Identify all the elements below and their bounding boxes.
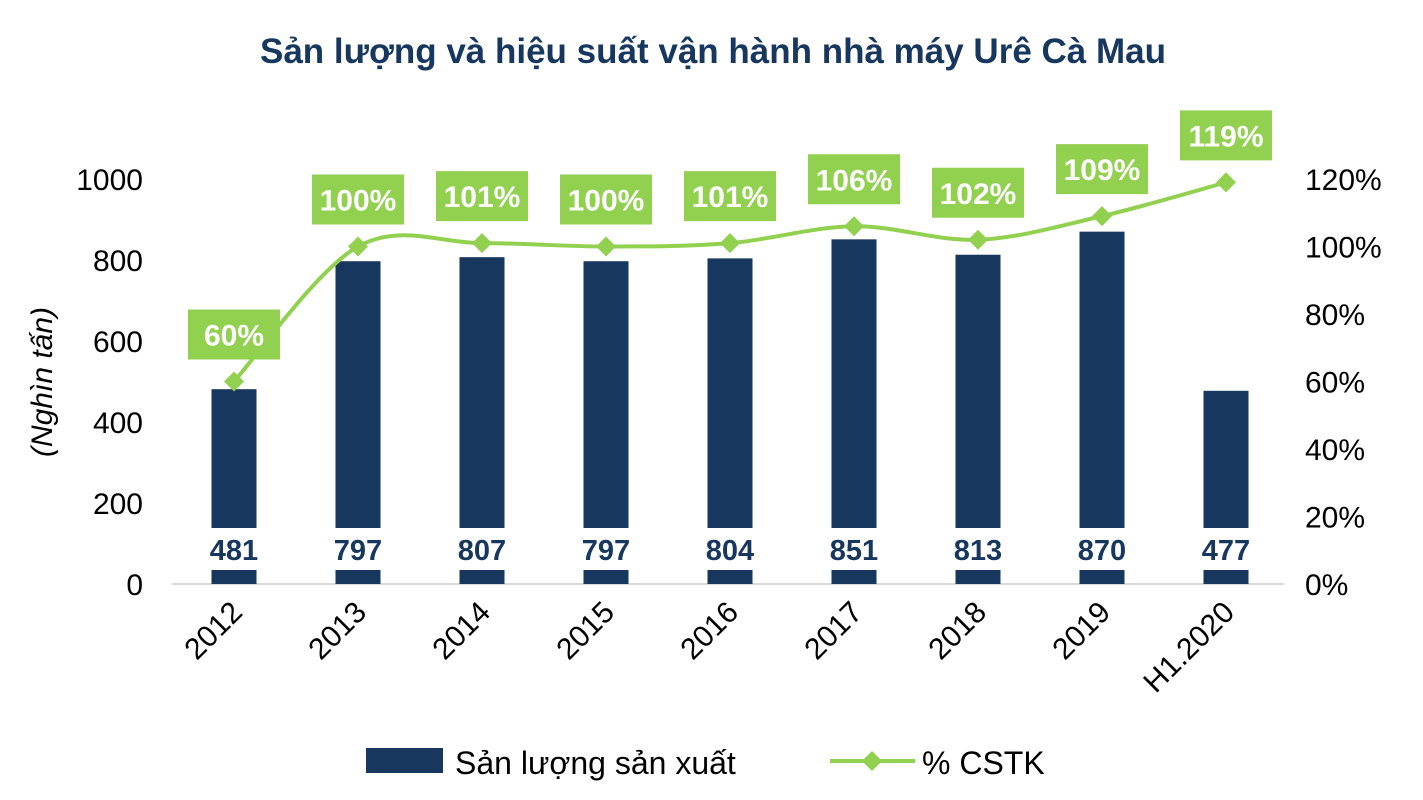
bar-value-label: 807 [458,535,506,567]
line-value-label: 102% [940,178,1017,211]
y2-tick-label: 60% [1305,367,1365,400]
y2-axis-ticks: 0% 20% 40% 60% 80% 100% 120% [1305,164,1382,602]
line-marker [224,371,244,392]
line-marker [968,229,988,250]
y-tick-label: 0 [126,569,143,602]
bar [831,239,877,584]
line-label-box [312,174,404,225]
line-value-label: 106% [816,164,893,197]
bar-value-label: 481 [210,535,258,567]
bar-value-label: 813 [954,535,1002,567]
bar-value-label: 797 [334,535,382,567]
y2-tick-label: 100% [1305,232,1382,265]
bar [1079,231,1125,584]
x-tick-label: 2016 [674,596,745,667]
y-tick-label: 200 [93,488,143,521]
x-tick-label: 2018 [922,596,993,667]
bar-label-background [1068,528,1136,570]
line-label-box [684,171,776,222]
bar-value-label: 477 [1202,535,1250,567]
line-labels: 60% 100% 101% 100% 101% 106% 102% 109% 119% [188,110,1272,360]
line-value-label: 60% [204,320,264,353]
line-label-box [1180,110,1272,161]
line-marker [720,233,740,254]
line-marker [844,216,864,237]
bar-label-background [200,528,268,570]
legend-bar-swatch [366,748,443,773]
bar-labels: 481 797 807 797 804 851 813 870 477 [200,528,1260,570]
x-tick-label: 2015 [550,596,621,667]
bar-label-background [324,528,392,570]
y-axis-ticks: 0 200 400 600 800 1000 [76,164,143,602]
bar-value-label: 797 [582,535,630,567]
bar-label-background [572,528,640,570]
bar-value-label: 804 [706,535,754,567]
y-tick-label: 400 [93,407,143,440]
y2-tick-label: 0% [1305,569,1348,602]
line-marker [348,236,368,257]
y-tick-label: 1000 [76,164,143,197]
x-tick-label: H1.2020 [1137,596,1241,700]
line-value-label: 119% [1188,120,1263,153]
line-marker [472,233,492,254]
line-label-box [808,154,900,205]
line-label-box [932,167,1024,218]
line-label-box [560,174,652,225]
line-label-box [188,309,280,360]
line-series [224,172,1236,392]
y2-tick-label: 120% [1305,164,1382,197]
line-value-label: 101% [444,181,521,214]
legend: Sản lượng sản xuất % CSTK [366,745,1045,781]
bar-value-label: 851 [830,535,878,567]
line-marker [1092,206,1112,227]
y2-tick-label: 20% [1305,502,1365,535]
bar-label-background [944,528,1012,570]
y2-tick-label: 40% [1305,434,1365,467]
line-value-label: 100% [320,185,397,218]
bar-label-background [1192,528,1260,570]
x-tick-label: 2019 [1046,596,1117,667]
legend-line-marker [862,751,882,771]
x-tick-label: 2012 [178,596,249,667]
bar-value-label: 870 [1078,535,1126,567]
y2-tick-label: 80% [1305,299,1365,332]
line-label-box [436,171,528,222]
x-tick-label: 2014 [426,596,497,667]
y-tick-label: 800 [93,245,143,278]
x-axis-ticks: 2012 2013 2014 2015 2016 2017 2018 2019 H1.2020 [178,596,1241,700]
line-marker [596,236,616,257]
y-axis-label: (Nghìn tấn) [26,307,59,457]
x-tick-label: 2013 [302,596,373,667]
line-value-label: 101% [692,181,769,214]
y-tick-label: 600 [93,326,143,359]
line-marker [1216,172,1236,193]
line-value-label: 100% [568,185,645,218]
legend-line-label: % CSTK [922,745,1045,781]
bar-label-background [448,528,516,570]
bar-label-background [696,528,764,570]
chart-title: Sản lượng và hiệu suất vận hành nhà máy … [260,32,1166,71]
bar-label-background [820,528,888,570]
x-tick-label: 2017 [798,596,869,667]
legend-bar-label: Sản lượng sản xuất [455,745,736,781]
line-label-box [1056,144,1148,195]
line-value-label: 109% [1064,154,1141,187]
